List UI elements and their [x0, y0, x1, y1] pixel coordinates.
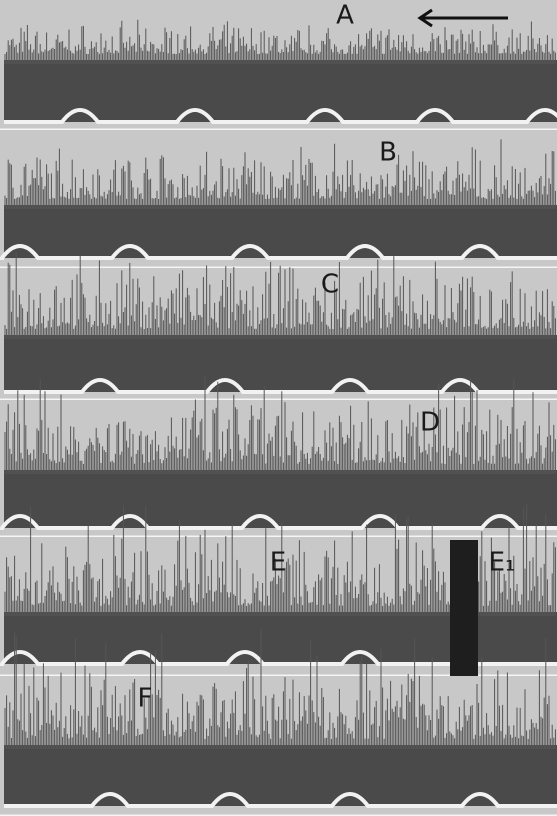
panel-label: E₁ [489, 548, 516, 578]
spikes [4, 19, 556, 64]
spikes [4, 139, 556, 209]
panel-label: E [270, 548, 286, 578]
activity-mass [4, 205, 557, 258]
activity-mass [4, 60, 557, 122]
activity-mass [4, 745, 557, 806]
baseline-trace [4, 108, 557, 124]
panel-label: B [379, 138, 397, 168]
baseline-trace [0, 650, 557, 666]
panel-label: F [138, 684, 153, 714]
baseline-trace [0, 514, 557, 530]
stimulus-mark [450, 540, 478, 676]
spikes [4, 628, 556, 749]
panel-label: A [336, 1, 354, 31]
baseline-trace [4, 378, 557, 394]
spikes [4, 376, 556, 474]
baseline-trace [4, 792, 557, 808]
spikes [4, 252, 556, 339]
panel-label: D [420, 408, 440, 438]
activity-mass [4, 335, 557, 392]
spikes [4, 504, 556, 616]
baseline-trace [0, 244, 557, 260]
activity-mass [4, 470, 557, 528]
panel-label: C [321, 270, 339, 300]
arrow-head [417, 8, 433, 28]
